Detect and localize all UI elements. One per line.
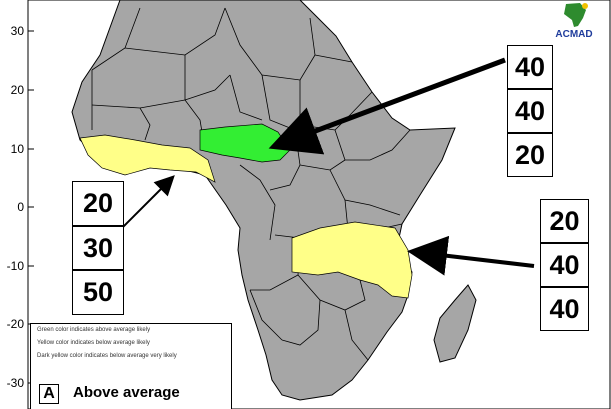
legend-note-green: Green color indicates above average like… — [37, 327, 151, 333]
below-average-region-southeast — [291, 221, 413, 299]
y-tick-label: -20 — [6, 317, 24, 331]
prob-box-gulf-below: 50 — [72, 270, 124, 315]
arrow-gulf-of-guinea — [121, 175, 175, 229]
map-legend: Green color indicates above average like… — [30, 323, 232, 409]
prob-box-gulf-above: 20 — [72, 181, 124, 226]
y-tick-label: -10 — [6, 259, 24, 273]
arrow-sahel — [268, 57, 506, 155]
y-tick-label: 10 — [10, 142, 24, 156]
prob-box-sahel-below: 20 — [507, 133, 553, 177]
prob-box-sahel-normal: 40 — [507, 89, 553, 133]
y-tick-label: 20 — [10, 83, 24, 97]
prob-box-southeast-below: 40 — [540, 287, 589, 331]
legend-key-letter: A — [39, 384, 59, 404]
prob-box-southeast-normal: 40 — [540, 243, 589, 287]
legend-note-dark-yellow: Dark yellow color indicates below averag… — [37, 353, 177, 359]
acmad-logo-text: ACMAD — [555, 29, 593, 40]
prob-box-gulf-normal: 30 — [72, 226, 124, 270]
madagascar — [433, 284, 477, 363]
y-tick-label: 30 — [10, 24, 24, 38]
acmad-logo — [550, 1, 598, 27]
arrow-southeast — [407, 235, 535, 276]
y-tick-label: -30 — [6, 376, 24, 390]
below-average-region-gulf-of-guinea — [79, 134, 216, 183]
legend-key-label: Above average — [73, 384, 180, 401]
prob-box-sahel-above: 40 — [507, 45, 553, 89]
above-average-region-sahel — [199, 123, 291, 163]
legend-note-yellow: Yellow color indicates below average lik… — [37, 340, 150, 346]
y-tick-label: 0 — [17, 200, 24, 214]
prob-box-southeast-above: 20 — [540, 199, 589, 243]
